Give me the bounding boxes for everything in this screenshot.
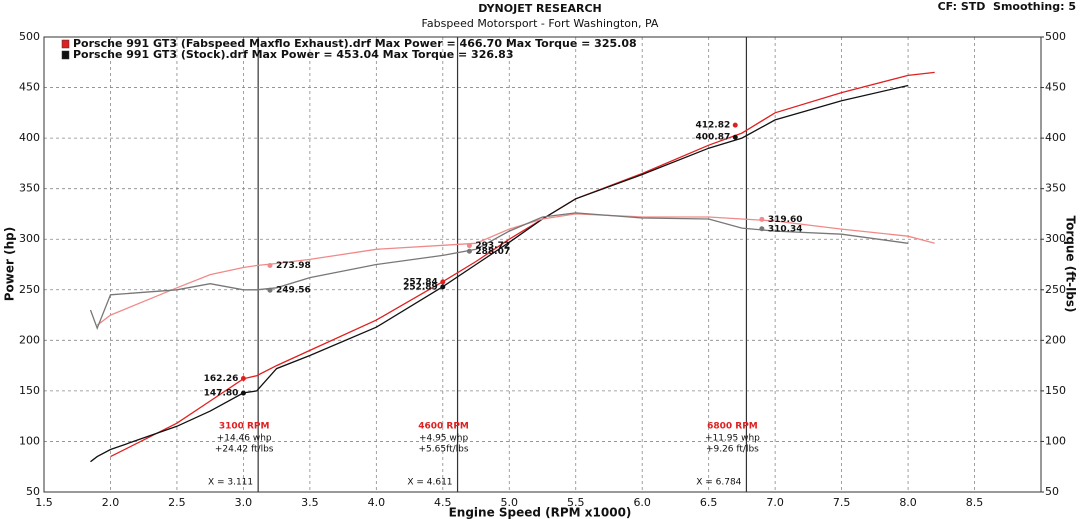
y2-tick-label: 150: [1045, 384, 1066, 397]
y2-tick-label: 250: [1045, 283, 1066, 296]
marker-point: [440, 279, 446, 285]
y-tick-label: 450: [19, 81, 40, 94]
marker-label: 249.56: [276, 286, 311, 296]
annotation-line: +4.95 whp: [419, 434, 469, 444]
marker-point: [466, 243, 472, 249]
x-tick-label: 6.0: [633, 496, 651, 509]
y-tick-label: 150: [19, 384, 40, 397]
marker-label: 257.84: [403, 277, 438, 287]
cursor-label: X = 4.611: [407, 478, 452, 488]
marker-label: 273.98: [276, 261, 311, 271]
annotation-title: 3100 RPM: [219, 422, 270, 432]
x-tick-label: 1.5: [35, 496, 53, 509]
cursor-label: X = 6.784: [696, 478, 741, 488]
settings-text: CF: STD Smoothing: 5: [938, 0, 1076, 13]
marker-point: [240, 390, 246, 396]
marker-label: 319.60: [768, 215, 803, 225]
annotation-line: +14.46 whp: [217, 434, 272, 444]
marker-label: 162.26: [204, 374, 239, 384]
marker-label: 288.07: [475, 247, 510, 257]
legend-entry: Porsche 991 GT3 (Stock).drf Max Power = …: [73, 48, 514, 61]
series-line: [89, 212, 909, 331]
y-tick-label: 350: [19, 182, 40, 195]
y-tick-label: 100: [19, 434, 40, 447]
annotation-line: +9.26 ft/lbs: [706, 445, 759, 455]
marker-point: [267, 287, 273, 293]
annotation-line: +11.95 whp: [705, 434, 760, 444]
y2-tick-label: 200: [1045, 333, 1066, 346]
x-tick-label: 7.0: [766, 496, 784, 509]
x-tick-label: 5.5: [567, 496, 585, 509]
marker-label: 293.72: [475, 241, 510, 251]
annotation-line: +5.65ft/lbs: [419, 445, 469, 455]
marker-label: 412.82: [696, 121, 731, 131]
y2-axis-label: Torque (ft-lbs): [1064, 216, 1078, 313]
marker-point: [267, 263, 273, 269]
annotation-line: +24.42 ft/lbs: [215, 445, 274, 455]
plot-frame: [43, 36, 1042, 493]
y2-tick-label: 500: [1045, 30, 1066, 43]
x-tick-label: 3.5: [301, 496, 319, 509]
y2-tick-label: 300: [1045, 232, 1066, 245]
marker-label: 147.80: [204, 389, 239, 399]
marker-label: 400.87: [696, 133, 731, 143]
y-tick-label: 300: [19, 232, 40, 245]
x-tick-label: 4.5: [434, 496, 452, 509]
y2-tick-label: 100: [1045, 434, 1066, 447]
x-tick-label: 2.5: [168, 496, 186, 509]
x-tick-label: 6.5: [700, 496, 718, 509]
chart-title: DYNOJET RESEARCH: [478, 2, 601, 15]
y2-tick-label: 350: [1045, 182, 1066, 195]
marker-point: [759, 226, 765, 232]
marker-point: [759, 216, 765, 222]
x-axis-label: Engine Speed (RPM x1000): [449, 506, 632, 519]
y2-tick-label: 50: [1045, 485, 1059, 498]
y-axis-label: Power (hp): [3, 227, 17, 301]
cursor-label: X = 3.111: [208, 478, 253, 488]
annotation-title: 4600 RPM: [418, 422, 469, 432]
y2-tick-label: 450: [1045, 81, 1066, 94]
x-tick-label: 2.0: [102, 496, 120, 509]
chart-subtitle: Fabspeed Motorsport - Fort Washington, P…: [422, 17, 659, 30]
marker-point: [240, 375, 246, 381]
legend-swatch: [61, 50, 70, 60]
annotation-title: 6800 RPM: [707, 422, 758, 432]
marker-point: [440, 284, 446, 290]
y-tick-label: 250: [19, 283, 40, 296]
y-tick-label: 400: [19, 131, 40, 144]
marker-label: 310.34: [768, 224, 803, 234]
marker-point: [732, 122, 738, 128]
x-tick-label: 4.0: [368, 496, 386, 509]
x-tick-label: 8.5: [966, 496, 984, 509]
marker-point: [732, 134, 738, 140]
x-tick-label: 3.0: [235, 496, 253, 509]
x-tick-label: 5.0: [501, 496, 519, 509]
y-tick-label: 500: [19, 30, 40, 43]
x-tick-label: 8.0: [899, 496, 917, 509]
y2-tick-label: 400: [1045, 131, 1066, 144]
marker-point: [466, 248, 472, 254]
y-tick-label: 200: [19, 333, 40, 346]
marker-label: 252.89: [403, 282, 438, 292]
legend-swatch: [61, 39, 70, 49]
x-tick-label: 7.5: [833, 496, 851, 509]
y-tick-label: 50: [26, 485, 40, 498]
legend-entry: Porsche 991 GT3 (Fabspeed Maxflo Exhaust…: [73, 37, 637, 50]
